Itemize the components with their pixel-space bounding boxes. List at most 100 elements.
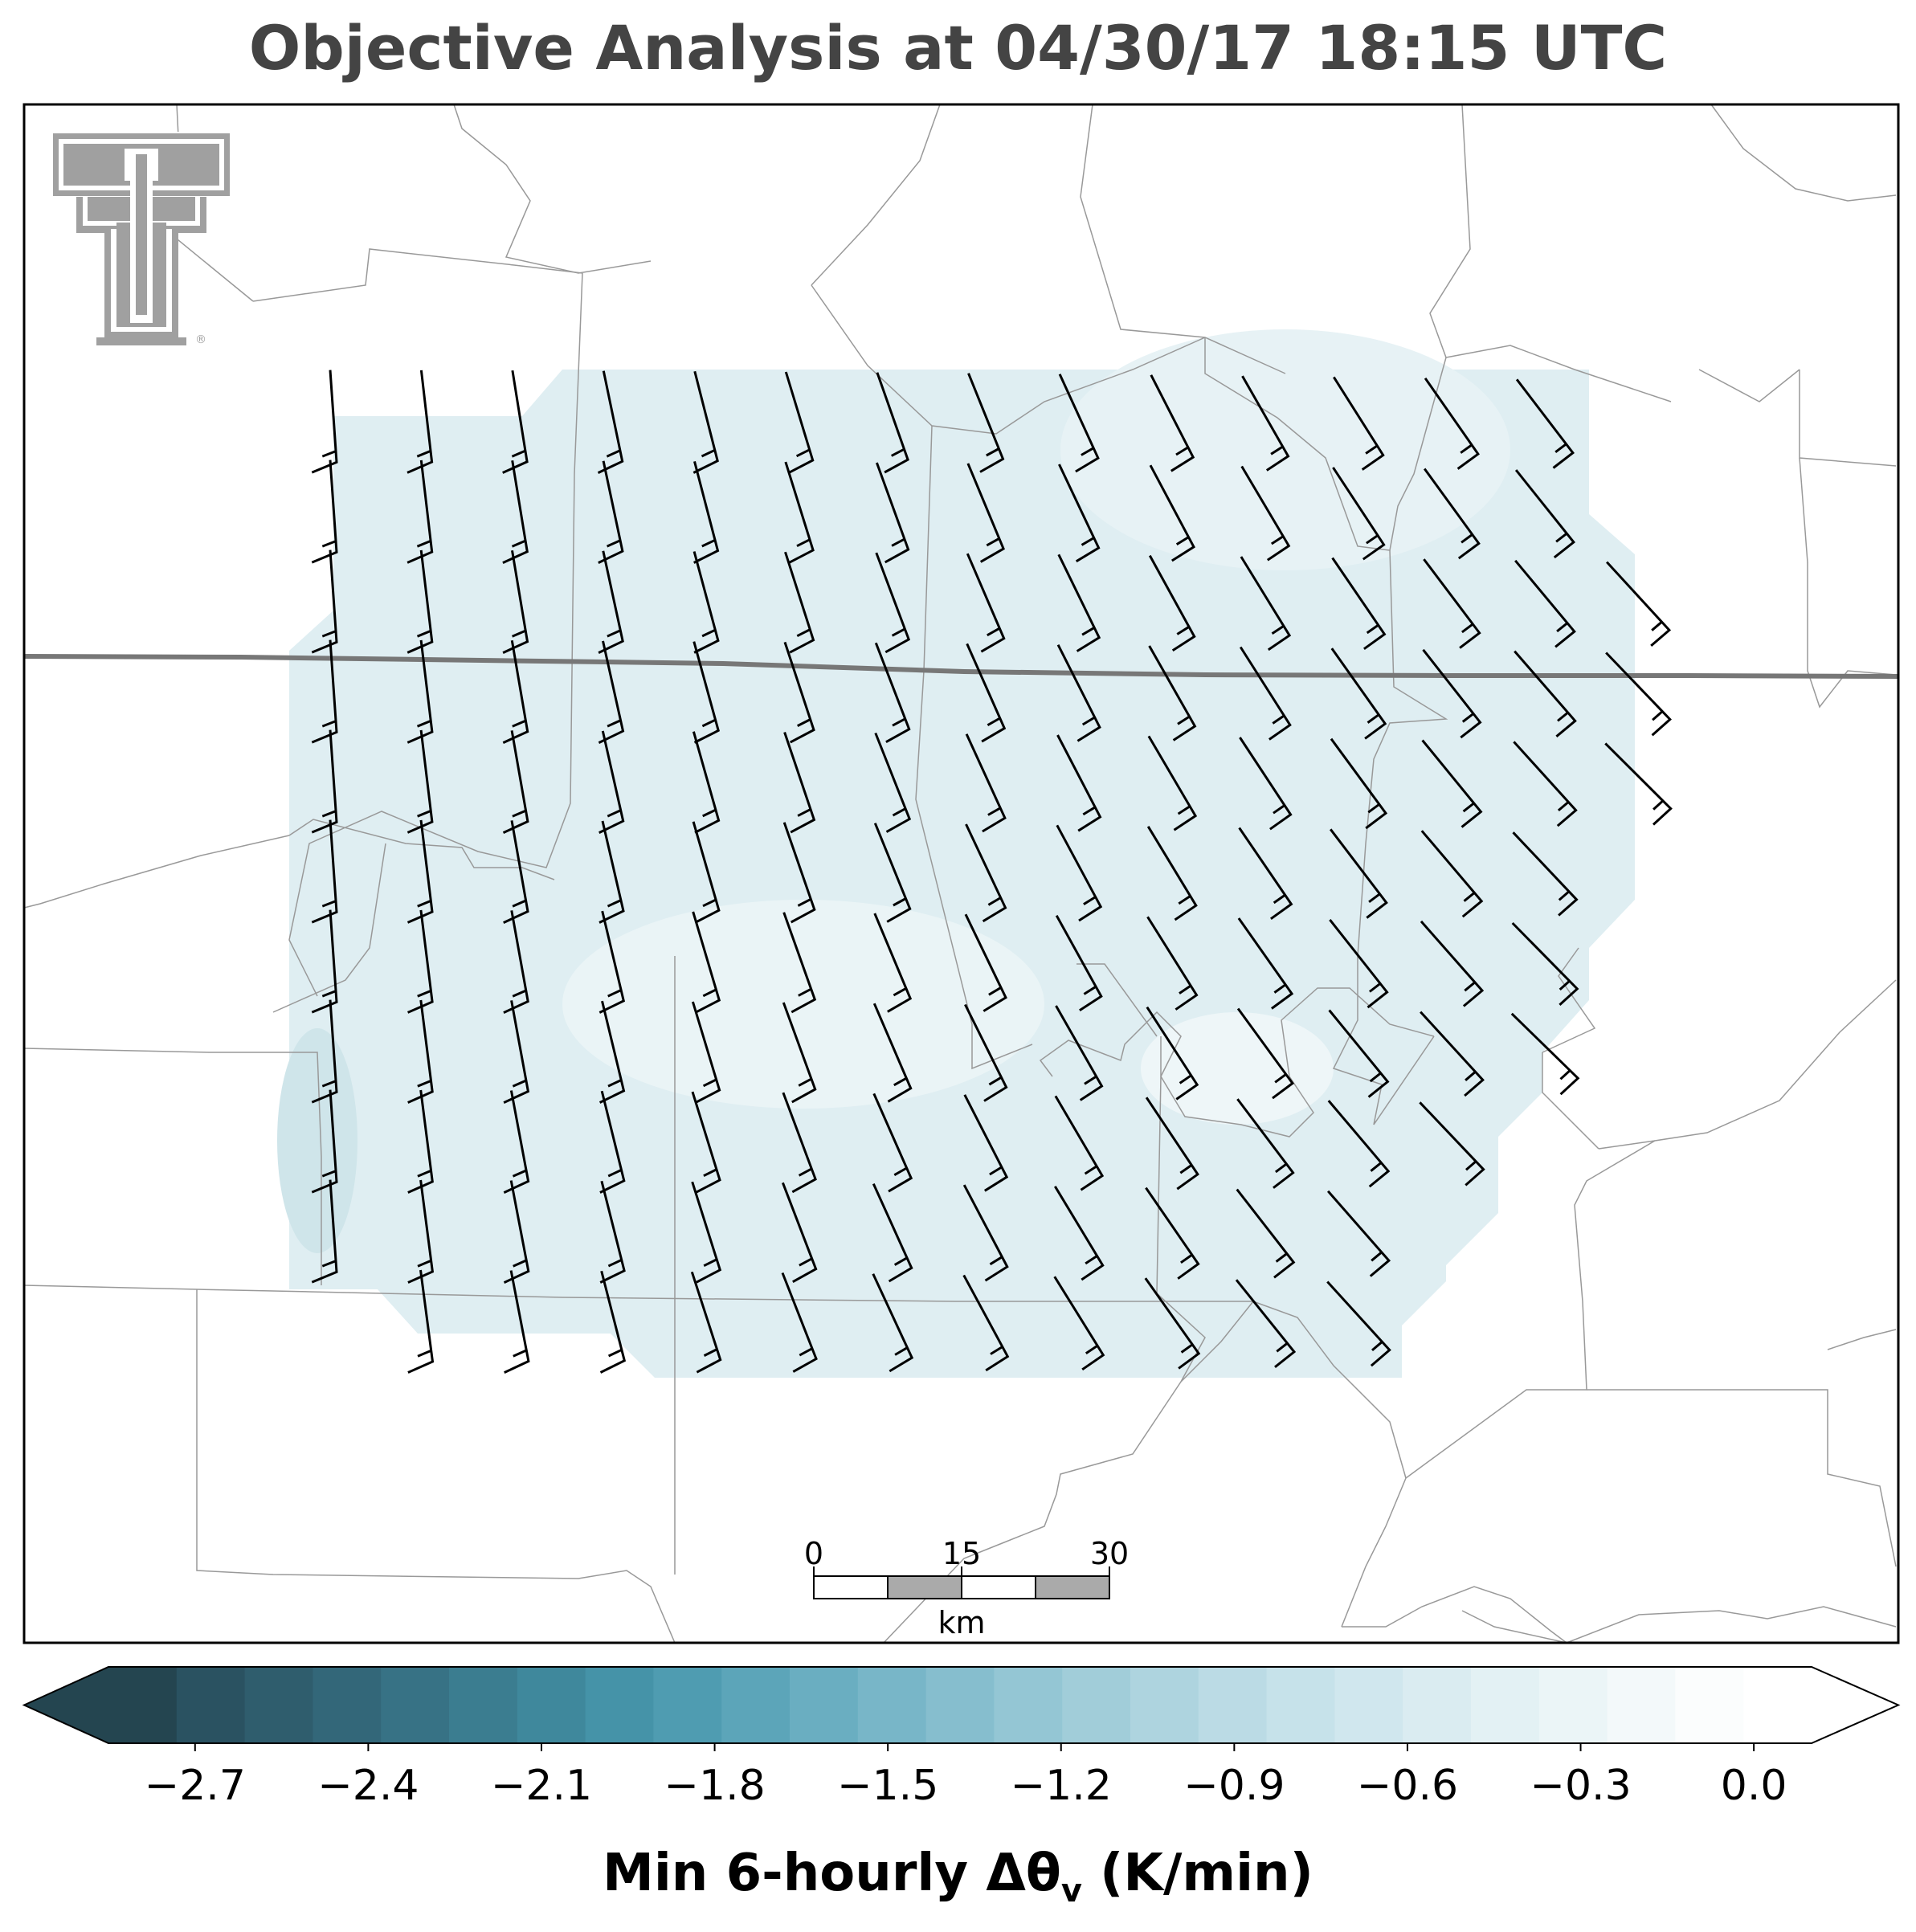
wind-barb	[503, 910, 529, 1014]
wind-barb	[1326, 1190, 1391, 1277]
wind-barb	[962, 1274, 1010, 1372]
colorbar-segment	[857, 1667, 927, 1743]
colorbar-segment	[244, 1667, 313, 1743]
wind-barb	[406, 729, 434, 834]
wind-barb	[503, 820, 529, 924]
wind-barb	[1512, 831, 1579, 917]
colorbar-tick-label: −1.2	[1011, 1762, 1112, 1810]
wind-barb	[1329, 918, 1389, 1009]
wind-barb	[872, 1273, 914, 1373]
wind-barb	[1421, 739, 1483, 828]
wind-barb	[1058, 464, 1101, 563]
wind-barb	[963, 1094, 1009, 1192]
wind-barb	[1420, 1011, 1485, 1097]
wind-barb	[783, 641, 815, 744]
wind-barb	[311, 639, 338, 744]
colorbar-segment	[517, 1667, 586, 1743]
colorbar-segment	[1471, 1667, 1540, 1743]
wind-barb	[1515, 378, 1575, 469]
wind-barb	[311, 819, 338, 924]
colorbar-segment	[313, 1667, 382, 1743]
colorbar-segment	[381, 1667, 450, 1743]
wind-barb	[1053, 1276, 1105, 1371]
colorbar-tick-label: 0.0	[1721, 1762, 1787, 1810]
colorbar-segment	[994, 1667, 1063, 1743]
wind-barb	[1054, 1186, 1105, 1281]
colorbar-tick-label: −1.8	[664, 1762, 765, 1810]
colorbar-segment	[925, 1667, 995, 1743]
wind-barb	[693, 461, 720, 564]
wind-barb	[962, 1184, 1009, 1282]
wind-barb	[692, 641, 720, 744]
wind-barb	[407, 1179, 435, 1284]
map-title: Objective Analysis at 04/30/17 18:15 UTC	[248, 12, 1668, 84]
analysis-field	[277, 329, 1635, 1378]
wind-barb	[406, 460, 434, 564]
wind-barb	[406, 370, 434, 474]
wind-barb	[1055, 914, 1103, 1011]
colorbar-tick-label: −0.9	[1183, 1762, 1285, 1810]
wind-barb	[1147, 735, 1198, 831]
colorbar-segment	[721, 1667, 791, 1743]
analysis-field-light-patch	[1141, 1012, 1334, 1125]
scale-label-15: 15	[942, 1536, 981, 1571]
wind-barb	[504, 1270, 530, 1374]
wind-barb	[1237, 917, 1294, 1010]
wind-barb	[407, 1089, 434, 1194]
wind-barb	[311, 370, 338, 474]
wind-barb	[1604, 742, 1673, 826]
wind-barb	[1240, 556, 1292, 651]
scale-label-0: 0	[804, 1536, 823, 1571]
colorbar-segment	[1607, 1667, 1676, 1743]
colorbar-tick-label: −2.7	[145, 1762, 246, 1810]
wind-barb	[599, 1090, 626, 1194]
wind-barb	[311, 729, 338, 834]
wind-barb	[692, 551, 720, 654]
wind-barb	[691, 1181, 722, 1284]
wind-barb	[966, 643, 1007, 743]
wind-barb	[598, 640, 625, 744]
wind-barb	[692, 370, 719, 474]
wind-barb	[1422, 648, 1482, 739]
wind-barb	[1513, 741, 1578, 827]
wind-barb	[1331, 557, 1387, 651]
wind-barb	[502, 370, 529, 474]
wind-barb	[1148, 645, 1197, 741]
wind-barb	[875, 552, 911, 654]
colorbar-segment	[449, 1667, 518, 1743]
analysis-field-region	[289, 370, 1635, 1378]
wind-barb	[1058, 374, 1100, 473]
colorbar-segment	[1062, 1667, 1131, 1743]
wind-barb	[598, 460, 624, 564]
wind-barb	[1149, 464, 1195, 562]
wind-barbs	[311, 370, 1673, 1374]
wind-barb	[1420, 830, 1484, 918]
wind-barb	[598, 1000, 626, 1104]
wind-barb	[311, 460, 338, 564]
wind-barb	[783, 732, 816, 834]
wind-barb	[1332, 467, 1386, 561]
wind-barb	[1326, 1281, 1391, 1367]
scale-unit: km	[938, 1605, 985, 1640]
colorbar-segment	[1403, 1667, 1472, 1743]
wind-barb	[874, 732, 912, 833]
wind-barb	[690, 1271, 722, 1374]
wind-barb	[782, 822, 816, 924]
wind-barb	[599, 1270, 627, 1374]
wind-barb	[1327, 1100, 1391, 1188]
wind-barb	[1145, 1187, 1200, 1280]
wind-barb	[1056, 734, 1102, 832]
wind-barb	[691, 1091, 721, 1194]
wind-barb	[502, 460, 529, 564]
wind-barb	[407, 999, 434, 1104]
wind-barb	[781, 1182, 818, 1284]
wind-barb	[1605, 651, 1672, 737]
wind-barb	[502, 640, 529, 744]
wind-barb	[502, 550, 529, 654]
wind-barb	[1514, 650, 1577, 737]
colorbar-segment	[108, 1667, 178, 1743]
wind-barb	[1236, 1007, 1294, 1100]
wind-barb	[873, 823, 912, 923]
colorbar-segment	[1130, 1667, 1199, 1743]
